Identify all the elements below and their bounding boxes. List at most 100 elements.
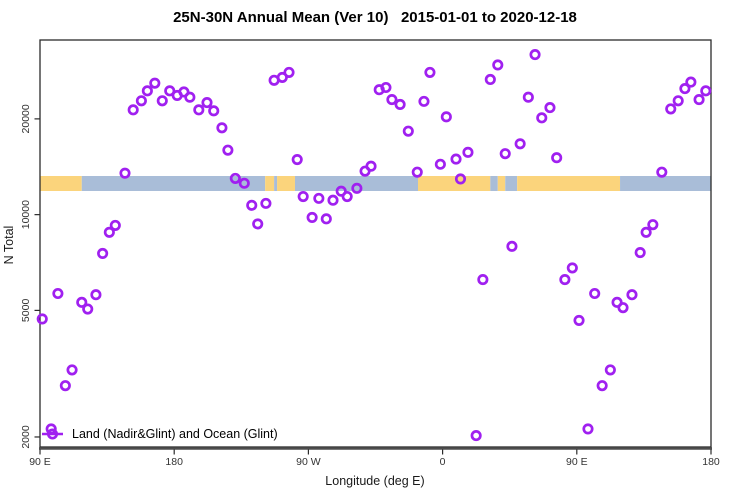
band-segment-land [40, 176, 82, 191]
band-segment-land [265, 176, 275, 191]
data-point [135, 95, 147, 107]
data-point [454, 173, 467, 185]
band-segment-land [517, 176, 621, 191]
data-point [90, 289, 102, 301]
data-point [573, 314, 585, 326]
data-point [477, 274, 489, 286]
data-point [424, 66, 436, 78]
data-point [320, 213, 332, 225]
data-point [700, 85, 712, 97]
data-point [283, 66, 295, 78]
data-point [149, 77, 161, 89]
band-segment-ocean [490, 176, 498, 191]
data-point [506, 240, 518, 252]
data-point [470, 430, 482, 442]
data-point [529, 49, 541, 61]
data-point [260, 197, 272, 209]
data-point [665, 103, 677, 115]
band-segment-land [497, 176, 506, 191]
data-point [582, 423, 594, 435]
data-point [640, 226, 652, 238]
data-point [52, 287, 64, 300]
band-segment-ocean [620, 176, 711, 191]
data-point [103, 226, 115, 238]
x-tick-label: 90 E [29, 456, 51, 468]
data-point [313, 192, 325, 204]
data-point [365, 160, 377, 172]
data-point [297, 190, 309, 203]
data-point [634, 246, 646, 259]
data-point [335, 185, 347, 197]
data-point [119, 167, 131, 179]
legend-label: Land (Nadir&Glint) and Ocean (Glint) [72, 427, 278, 441]
chart-title: 25N-30N Annual Mean (Ver 10) 2015-01-01 … [173, 9, 577, 26]
data-point [418, 95, 430, 107]
data-point [656, 166, 668, 178]
data-point [222, 144, 234, 156]
band-segment-ocean [81, 176, 266, 191]
y-tick-label: 2000 [20, 425, 32, 449]
data-point [604, 364, 616, 376]
data-point [208, 105, 220, 117]
data-point [522, 91, 534, 103]
data-point [450, 153, 462, 165]
data-point [276, 71, 288, 83]
band-segment-ocean [274, 176, 278, 191]
data-point [536, 112, 548, 124]
data-point [141, 85, 153, 97]
data-point [499, 148, 511, 160]
data-point [291, 153, 303, 166]
data-point [380, 81, 392, 94]
data-point [59, 380, 71, 392]
data-point [252, 218, 264, 230]
data-point [82, 303, 94, 315]
band-segment-land [277, 176, 295, 191]
y-tick-label: 10000 [20, 200, 32, 229]
x-tick-label: 180 [165, 456, 183, 468]
data-point [411, 166, 423, 178]
data-point [617, 302, 629, 314]
data-point [76, 296, 88, 308]
data-point [685, 76, 697, 88]
data-point [66, 364, 78, 376]
y-tick-label: 20000 [20, 104, 32, 133]
data-point [596, 380, 608, 392]
data-point [693, 94, 705, 106]
data-point [440, 111, 452, 123]
x-tick-label: 90 E [566, 456, 588, 468]
data-point [679, 83, 691, 95]
band-segment-ocean [505, 176, 518, 191]
data-point [109, 219, 121, 231]
band-segment-land [417, 176, 491, 191]
data-point [551, 152, 563, 164]
x-tick-label: 180 [702, 456, 720, 468]
data-point [462, 146, 474, 158]
data-point [566, 262, 578, 274]
data-point [559, 274, 571, 286]
plot-border [39, 39, 712, 448]
y-tick-label: 5000 [20, 299, 32, 323]
data-point [626, 289, 638, 301]
data-point [184, 91, 196, 103]
x-tick-label: 0 [440, 456, 446, 468]
legend-point-marker [46, 428, 59, 440]
data-point [351, 182, 363, 194]
data-point [229, 172, 241, 184]
data-point [193, 104, 205, 116]
data-point [514, 138, 526, 150]
data-point [394, 98, 406, 111]
data-point [36, 313, 48, 325]
data-point [386, 94, 398, 106]
data-point [164, 85, 176, 97]
data-point [341, 190, 353, 203]
data-point [306, 211, 318, 223]
data-point [156, 95, 168, 107]
data-point [97, 247, 109, 260]
data-point [327, 194, 339, 206]
data-point [611, 296, 623, 308]
data-point [402, 125, 414, 137]
x-tick-label: 90 W [296, 456, 321, 468]
data-point [246, 199, 258, 211]
